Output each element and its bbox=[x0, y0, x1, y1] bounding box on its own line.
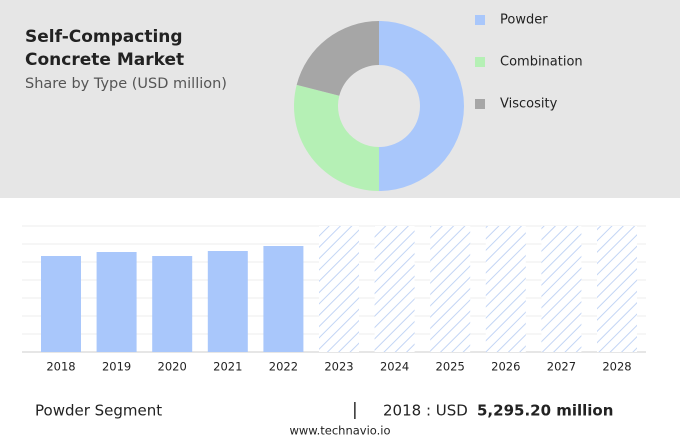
bar bbox=[96, 252, 137, 352]
chart-subtitle: Share by Type (USD million) bbox=[25, 76, 227, 92]
x-tick-label: 2022 bbox=[269, 360, 298, 374]
legend-swatch bbox=[475, 57, 485, 67]
bar bbox=[152, 256, 193, 352]
x-tick-label: 2025 bbox=[436, 360, 465, 374]
legend-swatch bbox=[475, 15, 485, 25]
segment-label: Powder Segment bbox=[35, 402, 162, 420]
x-tick-label: 2019 bbox=[102, 360, 131, 374]
legend-label: Combination bbox=[500, 55, 583, 70]
value-label: 5,295.20 million bbox=[477, 402, 613, 420]
legend-swatch bbox=[475, 99, 485, 109]
donut-slice bbox=[296, 21, 379, 96]
chart-title: Self-Compacting Concrete Market bbox=[25, 27, 185, 70]
year-label: 2018 : USD bbox=[383, 402, 468, 420]
x-tick-label: 2021 bbox=[213, 360, 242, 374]
separator: | bbox=[352, 400, 358, 420]
forecast-placeholder bbox=[597, 226, 637, 352]
x-tick-label: 2026 bbox=[491, 360, 520, 374]
bar bbox=[207, 251, 248, 352]
bar bbox=[41, 256, 81, 352]
forecast-placeholder bbox=[430, 226, 471, 352]
donut-slice bbox=[379, 21, 464, 191]
forecast-placeholder bbox=[541, 226, 582, 352]
x-tick-label: 2028 bbox=[602, 360, 631, 374]
forecast-placeholder bbox=[485, 226, 526, 352]
x-tick-label: 2027 bbox=[547, 360, 576, 374]
donut-slice bbox=[294, 84, 379, 191]
legend-label: Powder bbox=[500, 13, 548, 28]
legend-label: Viscosity bbox=[500, 97, 558, 112]
x-tick-label: 2018 bbox=[46, 360, 75, 374]
forecast-placeholder bbox=[374, 226, 415, 352]
x-tick-label: 2024 bbox=[380, 360, 409, 374]
x-tick-label: 2020 bbox=[158, 360, 187, 374]
bar bbox=[263, 246, 304, 352]
x-tick-label: 2023 bbox=[324, 360, 353, 374]
source: www.technavio.io bbox=[289, 424, 390, 438]
forecast-placeholder bbox=[319, 226, 359, 352]
